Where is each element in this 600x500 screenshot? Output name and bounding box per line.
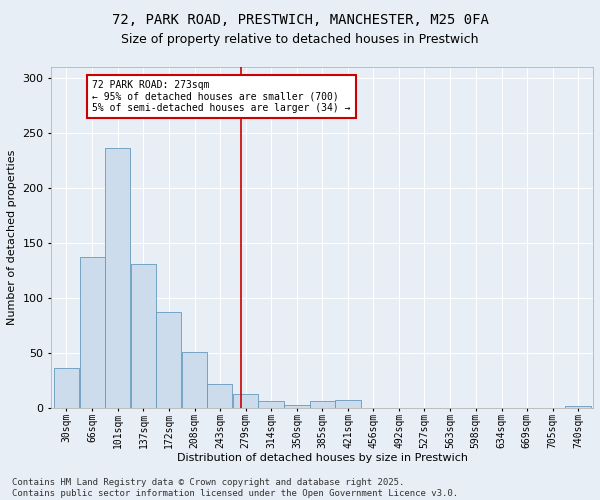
Bar <box>54 368 79 408</box>
Text: 72, PARK ROAD, PRESTWICH, MANCHESTER, M25 0FA: 72, PARK ROAD, PRESTWICH, MANCHESTER, M2… <box>112 12 488 26</box>
Text: Contains HM Land Registry data © Crown copyright and database right 2025.
Contai: Contains HM Land Registry data © Crown c… <box>12 478 458 498</box>
X-axis label: Distribution of detached houses by size in Prestwich: Distribution of detached houses by size … <box>176 453 467 463</box>
Bar <box>80 258 105 408</box>
Bar <box>565 406 590 408</box>
Bar <box>207 384 232 408</box>
Bar <box>233 394 259 408</box>
Bar <box>182 352 207 408</box>
Bar <box>310 402 335 408</box>
Bar <box>259 402 284 408</box>
Bar <box>131 264 156 408</box>
Bar <box>284 405 310 408</box>
Y-axis label: Number of detached properties: Number of detached properties <box>7 150 17 325</box>
Text: 72 PARK ROAD: 273sqm
← 95% of detached houses are smaller (700)
5% of semi-detac: 72 PARK ROAD: 273sqm ← 95% of detached h… <box>92 80 351 114</box>
Bar <box>156 312 181 408</box>
Text: Size of property relative to detached houses in Prestwich: Size of property relative to detached ho… <box>121 32 479 46</box>
Bar <box>335 400 361 408</box>
Bar <box>105 148 130 408</box>
